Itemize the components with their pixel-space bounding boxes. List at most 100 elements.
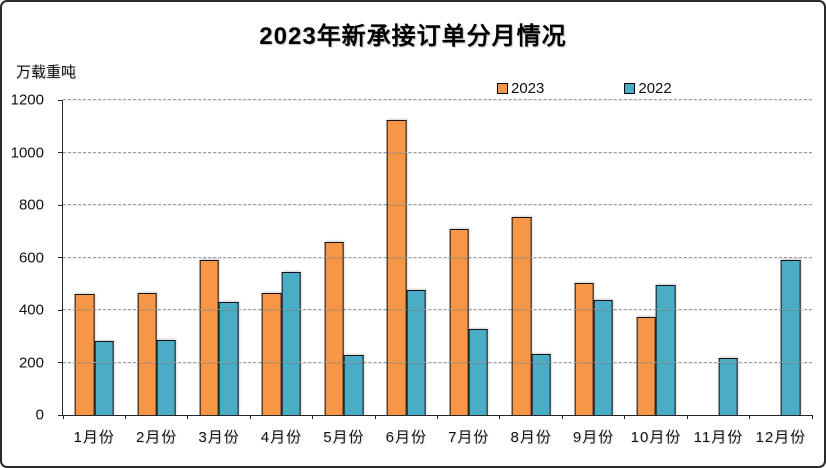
bar-slot-2023	[137, 100, 157, 415]
bar-slot-2023	[511, 100, 532, 415]
bar-2022-11月份	[718, 357, 738, 415]
bar-slot-2022	[406, 100, 426, 415]
x-axis-tick-mark	[62, 415, 64, 419]
bar-2022-8月份	[531, 354, 551, 415]
bar-slot-2023	[449, 100, 469, 415]
bar-group	[324, 100, 364, 415]
bar-2022-2月份	[156, 340, 176, 415]
x-axis-tick-label: 11月份	[693, 429, 744, 446]
bar-2023-2月份	[137, 293, 157, 415]
bar-2022-7月份	[468, 329, 489, 415]
x-axis-tick-mark	[249, 415, 251, 419]
bar-slot-2023	[636, 100, 656, 415]
x-axis-tick-label: 10月份	[630, 429, 682, 446]
x-axis-tick-mark	[437, 415, 438, 419]
bar-slot-2022	[718, 100, 738, 415]
plot-area: 1月份 2月份 3月份 4月份 5月份 6月份 7月份 8月份 9月份 10月份 11月份 12月份	[58, 99, 813, 446]
chart-title: 2023年新承接订单分月情况	[259, 23, 567, 50]
x-axis-tick-mark	[499, 415, 501, 419]
bar-group	[262, 100, 301, 415]
bar-slot-2023	[762, 100, 781, 415]
y-axis-tick-label: 0	[35, 406, 44, 424]
category-3月份: 3月份	[188, 100, 250, 446]
x-axis-tick-label: 8月份	[510, 429, 552, 446]
bar-2022-6月份	[406, 289, 426, 415]
bar-slot-2023	[262, 100, 282, 415]
bar-2023-10月份	[636, 317, 656, 415]
bar-2023-8月份	[511, 217, 532, 415]
bar-group	[137, 100, 176, 415]
y-axis-tick-label: 1200	[10, 91, 44, 109]
bar-slot-2023	[74, 100, 95, 415]
gridline-1200	[63, 99, 812, 100]
x-axis-tick-mark	[187, 415, 189, 419]
legend-item-2022: 2022	[624, 80, 672, 97]
bar-slot-2023	[574, 100, 594, 415]
bar-group	[199, 100, 239, 415]
category-1月份: 1月份	[63, 100, 125, 446]
y-axis-tick-mark	[58, 414, 62, 416]
y-axis-tick-mark	[58, 257, 62, 258]
gridline-1000	[63, 151, 812, 153]
category-11月份: 11月份	[687, 100, 749, 446]
category-6月份: 6月份	[375, 100, 437, 446]
bar-slot-2022	[468, 100, 489, 415]
x-axis-tick-label: 6月份	[385, 429, 427, 446]
y-axis-tick-mark	[58, 309, 62, 311]
bar-2022-3月份	[219, 302, 239, 415]
y-axis-tick-mark	[58, 99, 62, 101]
y-axis-tick-label: 400	[18, 301, 44, 319]
bar-group	[636, 100, 676, 415]
category-8月份: 8月份	[500, 100, 562, 446]
x-axis-tick-mark	[749, 415, 751, 419]
x-axis-tick-mark	[686, 415, 688, 419]
y-axis: 0 200 400 600 800 1000 1200	[2, 92, 52, 424]
category-4月份: 4月份	[250, 100, 312, 446]
bar-slot-2022	[281, 100, 301, 415]
legend-item-2023: 2023	[497, 80, 544, 97]
category-7月份: 7月份	[438, 100, 500, 446]
bar-2023-5月份	[324, 242, 344, 415]
bar-2022-9月份	[593, 300, 613, 415]
bar-slot-2022	[94, 100, 114, 415]
bar-slot-2022	[593, 100, 613, 415]
x-axis-tick-mark	[561, 415, 563, 419]
bar-group	[511, 100, 551, 415]
legend-label: 2022	[638, 80, 672, 97]
bar-2023-9月份	[574, 283, 594, 415]
legend-swatch-icon	[497, 83, 508, 94]
bar-2023-6月份	[386, 119, 407, 415]
categories-layer: 1月份 2月份 3月份 4月份 5月份 6月份 7月份 8月份 9月份 10月份 11月份 12月份	[63, 100, 812, 446]
bar-2023-4月份	[262, 292, 282, 415]
bar-group	[574, 100, 613, 415]
x-axis-tick-label: 7月份	[448, 429, 490, 446]
bar-2022-10月份	[656, 285, 676, 415]
bar-slot-2023	[199, 100, 220, 415]
y-axis-tick-label: 800	[18, 196, 44, 214]
bar-slot-2022	[343, 100, 364, 415]
x-axis-tick-label: 12月份	[755, 429, 807, 446]
y-axis-unit-label: 万载重吨	[16, 64, 77, 81]
x-axis-tick-mark	[811, 415, 813, 419]
gridline-400	[63, 309, 812, 310]
y-axis-tick-label: 600	[18, 249, 44, 266]
gridline-800	[63, 204, 812, 205]
x-axis-tick-mark	[374, 415, 376, 419]
bar-slot-2023	[324, 100, 344, 415]
x-axis-tick-label: 4月份	[260, 429, 303, 446]
gridline-200	[63, 361, 812, 363]
bar-slot-2022	[156, 100, 176, 415]
bar-2023-3月份	[199, 259, 220, 415]
legend-label: 2023	[511, 80, 545, 97]
y-axis-tick-mark	[58, 204, 62, 206]
bar-2022-12月份	[780, 259, 801, 415]
category-9月份: 9月份	[562, 100, 624, 446]
bar-slot-2023	[699, 100, 718, 415]
x-axis-tick-mark	[312, 415, 314, 419]
bar-slot-2022	[219, 100, 239, 415]
gridline-600	[63, 256, 812, 258]
bar-2022-1月份	[94, 341, 114, 415]
x-axis-tick-label: 9月份	[572, 429, 615, 446]
bar-group	[74, 100, 114, 415]
